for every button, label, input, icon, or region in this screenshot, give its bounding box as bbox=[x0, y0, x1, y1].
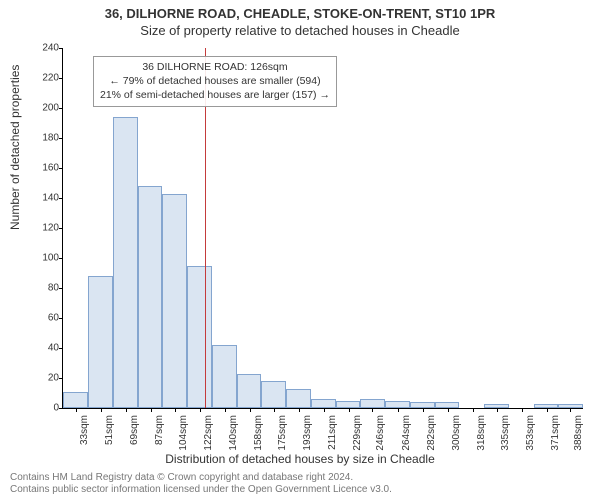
x-tick-mark bbox=[423, 408, 424, 412]
page-title: 36, DILHORNE ROAD, CHEADLE, STOKE-ON-TRE… bbox=[0, 0, 600, 21]
plot-area: 02040608010012014016018020022024033sqm51… bbox=[62, 48, 583, 409]
y-tick-label: 140 bbox=[42, 193, 59, 204]
y-tick-mark bbox=[59, 288, 63, 289]
footer-line: Contains public sector information licen… bbox=[10, 484, 392, 496]
histogram-bar bbox=[286, 389, 311, 409]
y-tick-mark bbox=[59, 168, 63, 169]
y-tick-mark bbox=[59, 48, 63, 49]
x-tick-mark bbox=[497, 408, 498, 412]
x-tick-mark bbox=[76, 408, 77, 412]
x-tick-mark bbox=[547, 408, 548, 412]
x-tick-mark bbox=[522, 408, 523, 412]
x-tick-mark bbox=[126, 408, 127, 412]
y-tick-mark bbox=[59, 198, 63, 199]
footer-attribution: Contains HM Land Registry data © Crown c… bbox=[10, 472, 392, 496]
footer-line: Contains HM Land Registry data © Crown c… bbox=[10, 472, 392, 484]
x-tick-mark bbox=[200, 408, 201, 412]
histogram-bar bbox=[410, 402, 435, 408]
annotation-box: 36 DILHORNE ROAD: 126sqm← 79% of detache… bbox=[93, 56, 337, 107]
y-tick-mark bbox=[59, 78, 63, 79]
y-tick-mark bbox=[59, 258, 63, 259]
x-tick-label: 140sqm bbox=[228, 415, 239, 451]
x-tick-label: 246sqm bbox=[375, 415, 386, 451]
x-tick-label: 175sqm bbox=[277, 415, 288, 451]
y-tick-label: 180 bbox=[42, 133, 59, 144]
x-tick-mark bbox=[372, 408, 373, 412]
histogram-bar bbox=[113, 117, 138, 408]
x-tick-mark bbox=[175, 408, 176, 412]
y-tick-mark bbox=[59, 318, 63, 319]
histogram-bar bbox=[212, 345, 237, 408]
histogram-bar bbox=[558, 404, 583, 409]
x-tick-label: 158sqm bbox=[253, 415, 264, 451]
histogram-bar bbox=[261, 381, 286, 408]
y-tick-label: 120 bbox=[42, 223, 59, 234]
histogram-bar bbox=[336, 401, 360, 409]
x-axis-label: Distribution of detached houses by size … bbox=[0, 452, 600, 466]
x-tick-label: 264sqm bbox=[401, 415, 412, 451]
y-tick-label: 100 bbox=[42, 253, 59, 264]
x-tick-mark bbox=[299, 408, 300, 412]
y-tick-label: 20 bbox=[48, 373, 59, 384]
x-tick-label: 104sqm bbox=[178, 415, 189, 451]
page-subtitle: Size of property relative to detached ho… bbox=[0, 21, 600, 38]
annotation-line: ← 79% of detached houses are smaller (59… bbox=[100, 74, 330, 88]
chart: 02040608010012014016018020022024033sqm51… bbox=[62, 48, 582, 408]
annotation-line: 36 DILHORNE ROAD: 126sqm bbox=[100, 60, 330, 74]
x-tick-label: 33sqm bbox=[79, 415, 90, 445]
y-tick-mark bbox=[59, 108, 63, 109]
x-tick-mark bbox=[274, 408, 275, 412]
y-tick-label: 60 bbox=[48, 313, 59, 324]
y-tick-mark bbox=[59, 378, 63, 379]
x-tick-mark bbox=[250, 408, 251, 412]
annotation-line: 21% of semi-detached houses are larger (… bbox=[100, 88, 330, 102]
y-tick-label: 220 bbox=[42, 73, 59, 84]
y-tick-label: 160 bbox=[42, 163, 59, 174]
histogram-bar bbox=[88, 276, 113, 408]
y-tick-label: 40 bbox=[48, 343, 59, 354]
y-tick-label: 200 bbox=[42, 103, 59, 114]
histogram-bar bbox=[484, 404, 509, 409]
x-tick-mark bbox=[473, 408, 474, 412]
x-tick-label: 300sqm bbox=[451, 415, 462, 451]
x-tick-label: 87sqm bbox=[154, 415, 165, 445]
x-tick-label: 122sqm bbox=[203, 415, 214, 451]
x-tick-label: 282sqm bbox=[426, 415, 437, 451]
x-tick-label: 229sqm bbox=[352, 415, 363, 451]
histogram-bar bbox=[385, 401, 410, 409]
x-tick-label: 51sqm bbox=[104, 415, 115, 445]
x-tick-label: 211sqm bbox=[327, 415, 338, 450]
histogram-bar bbox=[237, 374, 261, 409]
histogram-bar bbox=[435, 402, 459, 408]
x-tick-label: 388sqm bbox=[573, 415, 584, 451]
x-tick-mark bbox=[448, 408, 449, 412]
x-tick-mark bbox=[324, 408, 325, 412]
histogram-bar bbox=[138, 186, 162, 408]
histogram-bar bbox=[187, 266, 212, 409]
x-tick-label: 335sqm bbox=[500, 415, 511, 451]
y-axis-label: Number of detached properties bbox=[8, 65, 22, 230]
histogram-bar bbox=[311, 399, 336, 408]
y-tick-label: 80 bbox=[48, 283, 59, 294]
y-tick-mark bbox=[59, 348, 63, 349]
x-tick-mark bbox=[570, 408, 571, 412]
y-tick-label: 240 bbox=[42, 43, 59, 54]
y-tick-mark bbox=[59, 228, 63, 229]
x-tick-mark bbox=[151, 408, 152, 412]
x-tick-label: 69sqm bbox=[129, 415, 140, 445]
y-tick-mark bbox=[59, 138, 63, 139]
histogram-bar bbox=[162, 194, 187, 409]
x-tick-mark bbox=[349, 408, 350, 412]
x-tick-mark bbox=[101, 408, 102, 412]
x-tick-label: 353sqm bbox=[525, 415, 536, 451]
x-tick-mark bbox=[398, 408, 399, 412]
histogram-bar bbox=[534, 404, 558, 409]
x-tick-label: 371sqm bbox=[550, 415, 561, 451]
y-tick-mark bbox=[59, 408, 63, 409]
x-tick-label: 318sqm bbox=[476, 415, 487, 451]
histogram-bar bbox=[63, 392, 88, 409]
x-tick-mark bbox=[225, 408, 226, 412]
x-tick-label: 193sqm bbox=[302, 415, 313, 451]
histogram-bar bbox=[360, 399, 385, 408]
